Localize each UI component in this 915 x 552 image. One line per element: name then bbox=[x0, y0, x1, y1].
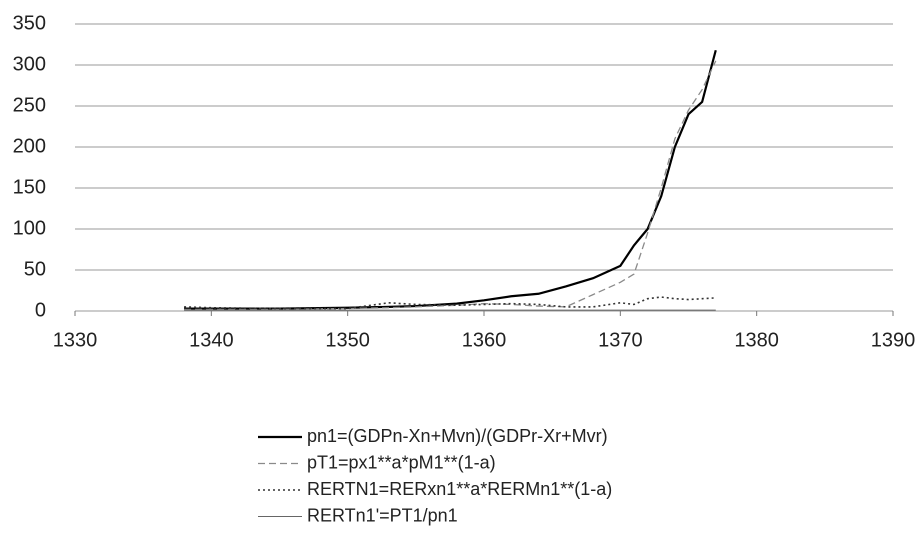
legend-label: RERTn1'=PT1/pn1 bbox=[307, 505, 458, 525]
legend-label: pT1=px1**a*pM1**(1-a) bbox=[307, 452, 496, 472]
y-tick-label: 200 bbox=[13, 135, 46, 157]
x-tick-label: 1330 bbox=[53, 329, 98, 351]
chart: 0 50 100 150 200 250 300 350 1330 1340 1350 1360 137… bbox=[0, 0, 915, 552]
y-tick-label: 50 bbox=[24, 258, 46, 280]
y-tick-label: 150 bbox=[13, 176, 46, 198]
x-tick-label: 1370 bbox=[598, 329, 643, 351]
y-tick-label: 350 bbox=[13, 12, 46, 34]
y-tick-label: 0 bbox=[35, 299, 46, 321]
legend-label: RERTN1=RERxn1**a*RERMn1**(1-a) bbox=[307, 479, 612, 499]
x-tick-label: 1350 bbox=[325, 329, 370, 351]
legend: pn1=(GDPn-Xn+Mvn)/(GDPr-Xr+Mvr) pT1=px1**… bbox=[258, 426, 612, 526]
x-tick-label: 1360 bbox=[462, 329, 507, 351]
x-tick-label: 1390 bbox=[871, 329, 915, 351]
y-tick-label: 300 bbox=[13, 53, 46, 75]
legend-label: pn1=(GDPn-Xn+Mvn)/(GDPr-Xr+Mvr) bbox=[307, 426, 608, 446]
x-tick-label: 1380 bbox=[734, 329, 779, 351]
x-tick-label: 1340 bbox=[189, 329, 234, 351]
y-tick-label: 250 bbox=[13, 94, 46, 116]
series-line bbox=[184, 61, 716, 309]
series-line bbox=[184, 297, 716, 308]
y-tick-label: 100 bbox=[13, 217, 46, 239]
